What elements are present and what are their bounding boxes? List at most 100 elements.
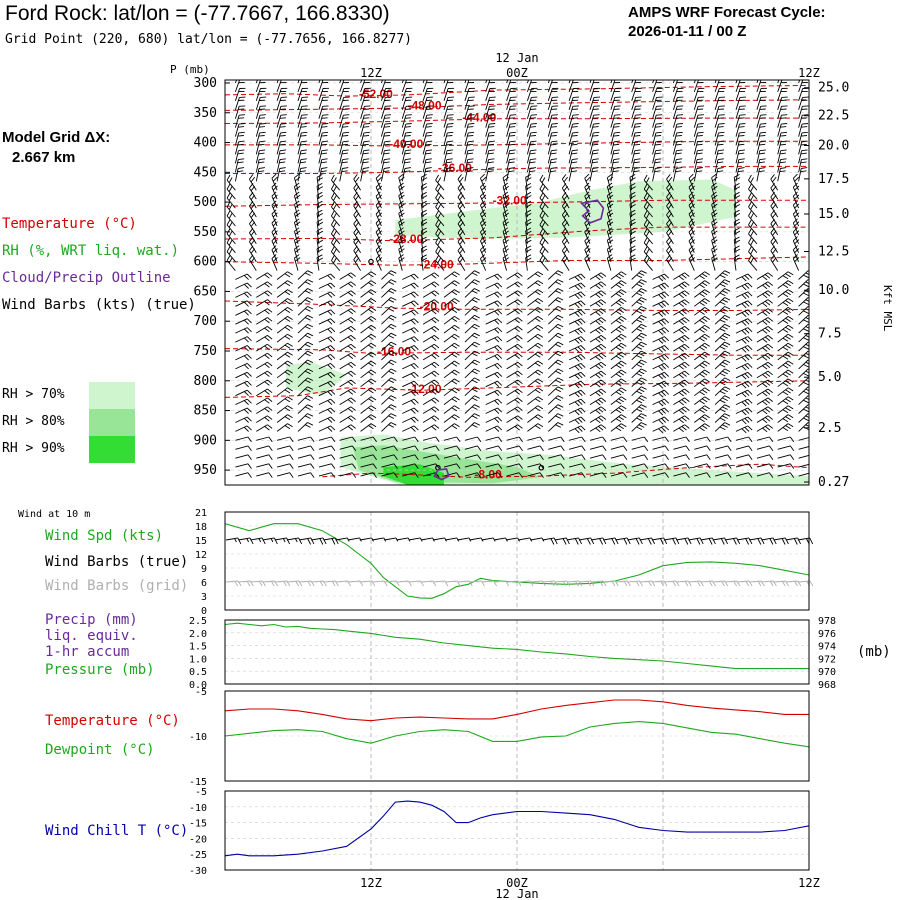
xs-wind-barb-1171 [714, 445, 732, 452]
xs-wind-barb-253 [255, 149, 266, 164]
xs-wind-barb-743 [547, 305, 564, 316]
xs-wind-barb-896 [235, 362, 252, 370]
xs-wind-barb-23 [714, 80, 717, 84]
xs-wind-barb-1251 [631, 472, 649, 478]
wind-barb-true-0 [226, 537, 242, 545]
xs-wind-barb-724 [735, 300, 753, 309]
xs-wind-barb-378 [525, 183, 532, 200]
xs-wind-barb-889 [673, 352, 690, 361]
xs-wind-barb-1198 [694, 454, 711, 460]
xs-wind-barb-351 [539, 174, 549, 191]
xs-wind-barb-1101 [422, 424, 440, 432]
xs-wind-barb-1039 [297, 404, 314, 414]
xs-wind-barb-107 [714, 96, 726, 110]
xs-wind-barb-1259 [798, 472, 809, 477]
xs-wind-barb-902 [360, 360, 377, 370]
xs-wind-barb-424 [316, 200, 324, 218]
xs-wind-barb-1185 [422, 454, 440, 460]
xs-wind-barb-974 [694, 378, 710, 388]
xs-wind-barb-877 [422, 352, 440, 361]
xs-wind-barb-880 [485, 353, 503, 361]
xs-wind-barb-992 [485, 389, 503, 397]
xs-wind-barb-878 [443, 351, 460, 361]
xs-wind-barb-830 [610, 333, 627, 343]
xs-wind-barb-868 [235, 353, 252, 361]
xs-wind-barb-611 [711, 254, 718, 271]
xs-wind-barb-1173 [756, 445, 774, 452]
xs-wind-barb-742 [527, 307, 544, 316]
xs-wind-barb-192 [735, 123, 746, 137]
xs-wind-barb-239 [547, 140, 558, 155]
xs-wind-barb-54 [777, 80, 787, 93]
xs-wind-barb-311 [297, 167, 307, 182]
xs-wind-barb-338 [271, 173, 278, 191]
xs-wind-barb-360 [733, 174, 741, 191]
xs-wind-barb-1082 [610, 414, 627, 423]
xs-wind-barb-1084 [652, 416, 670, 425]
xs-wind-barb-1197 [673, 454, 690, 460]
xs-wind-barb-1103 [464, 422, 480, 432]
xs-wind-barb-1224 [652, 463, 669, 469]
xs-wind-barb-303 [714, 158, 724, 173]
pressure-right-tick-972: 972 [818, 654, 836, 665]
xs-wind-barb-676 [318, 291, 336, 298]
wind-barb-true-10 [347, 537, 362, 542]
xs-wind-barb-213 [589, 131, 600, 146]
xs-wind-barb-683 [464, 288, 480, 298]
xs-wind-barb-254 [276, 149, 287, 164]
xs-wind-barb-51 [714, 80, 725, 93]
xs-wind-barb-121 [422, 105, 433, 119]
xs-wind-barb-436 [561, 200, 570, 218]
xs-wind-barb-966 [527, 378, 544, 388]
isotherm--16 [225, 348, 809, 356]
xs-wind-barb-264 [485, 149, 495, 164]
xs-wind-barb-340 [316, 174, 324, 191]
isotherm-label--40: -40.00 [389, 137, 423, 151]
xs-wind-barb-112 [234, 105, 246, 119]
xs-wind-barb-421 [249, 200, 257, 218]
xs-wind-barb-685 [506, 290, 523, 298]
xs-wind-barb-439 [629, 200, 636, 218]
xs-wind-barb-103 [631, 96, 642, 110]
xs-wind-barb-257 [339, 149, 349, 164]
xs-wind-barb-418 [770, 191, 779, 209]
xs-wind-barb-83 [798, 87, 809, 101]
xs-wind-barb-1213 [422, 463, 440, 469]
xs-wind-barb-1167 [631, 445, 649, 452]
xs-wind-barb-136 [735, 105, 746, 119]
xs-wind-barb-630 [527, 271, 544, 280]
xs-wind-barb-347 [457, 174, 466, 191]
xs-wind-barb-900 [318, 362, 336, 370]
xs-wind-barb-952 [235, 380, 252, 388]
wind-barb-true-16 [420, 537, 435, 542]
xs-wind-barb-730 [276, 307, 293, 316]
xs-wind-barb-212 [568, 131, 579, 146]
xs-wind-barb-232 [401, 140, 412, 155]
xs-wind-barb-81 [756, 87, 768, 101]
xs-wind-barb-165 [756, 114, 767, 128]
xs-wind-barb-168 [234, 123, 245, 137]
wind-barb-true-12 [372, 537, 387, 542]
xs-wind-barb-821 [422, 335, 440, 343]
xs-wind-barb-77 [672, 87, 684, 101]
xs-wind-barb-887 [631, 350, 647, 361]
wind-speed-line [225, 523, 809, 599]
isotherm--32 [225, 199, 809, 207]
xs-wind-barb-941 [589, 370, 607, 379]
xs-wind-barb-406 [525, 191, 532, 209]
xs-wind-barb-1142 [694, 436, 711, 443]
xs-wind-barb-166 [777, 114, 788, 128]
xs-wind-barb-125 [506, 105, 517, 119]
xs-wind-barb-1037 [256, 406, 273, 414]
xs-wind-barb-123 [464, 105, 475, 119]
xs-wind-barb-1207 [297, 463, 315, 469]
xs-wind-barb-294 [526, 158, 537, 173]
xs-wind-barb-969 [589, 379, 607, 388]
xs-wind-barb-1063 [798, 404, 809, 414]
xs-wind-barb-940 [568, 371, 586, 380]
xs-wind-barb-884 [568, 353, 586, 362]
xs-wind-barb-840 [235, 345, 252, 352]
xs-wind-barb-736 [402, 309, 419, 316]
xs-wind-barb-721 [673, 299, 690, 308]
xs-wind-barb-31 [297, 80, 308, 93]
